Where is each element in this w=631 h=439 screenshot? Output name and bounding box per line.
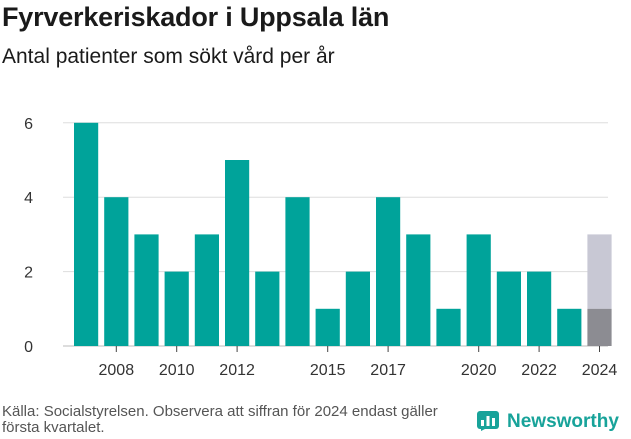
- x-tick-label: 2020: [461, 362, 497, 379]
- bar: [376, 197, 401, 346]
- bar: [406, 234, 431, 346]
- brand-logo: Newsworthy: [476, 409, 619, 434]
- y-axis-ticks: 0 2 4 6: [24, 116, 33, 356]
- bar: [557, 308, 582, 346]
- chart-subtitle: Antal patienter som sökt vård per år: [2, 45, 335, 68]
- bar: [436, 308, 461, 346]
- newsworthy-logo-icon: [477, 411, 499, 431]
- bar-partial: [587, 308, 612, 346]
- bar: [104, 197, 129, 346]
- source-note: Källa: Socialstyrelsen. Observera att si…: [2, 403, 438, 436]
- bar: [74, 122, 99, 346]
- bar: [164, 271, 189, 346]
- y-tick-label: 0: [24, 339, 33, 356]
- y-tick-label: 4: [24, 190, 33, 207]
- y-tick-label: 2: [24, 265, 33, 282]
- bar: [315, 308, 340, 346]
- x-tick-label: 2010: [159, 362, 195, 379]
- bar: [194, 234, 219, 346]
- bar: [466, 234, 491, 346]
- bar: [255, 271, 280, 346]
- bar-remaining: [587, 234, 612, 309]
- x-tick-label: 2008: [99, 362, 135, 379]
- x-axis-ticks: 2008 2010 2012 2015 2017 2020 2022 2024: [99, 346, 618, 379]
- bar: [345, 271, 370, 346]
- bar: [134, 234, 159, 346]
- bars: [74, 122, 612, 346]
- x-tick-label: 2015: [310, 362, 346, 379]
- x-tick-label: 2017: [370, 362, 406, 379]
- chart-title: Fyrverkeriskador i Uppsala län: [2, 2, 390, 32]
- y-tick-label: 6: [24, 116, 33, 133]
- brand-name: Newsworthy: [507, 410, 619, 432]
- x-tick-label: 2012: [219, 362, 255, 379]
- bar-chart: 0 2 4 6 2008 2010 2012 2015 2017 2020 2022 2024: [24, 116, 618, 379]
- bar: [225, 160, 250, 346]
- bar: [285, 197, 310, 346]
- bar: [496, 271, 521, 346]
- bar: [527, 271, 552, 346]
- x-tick-label: 2024: [582, 362, 618, 379]
- x-tick-label: 2022: [521, 362, 557, 379]
